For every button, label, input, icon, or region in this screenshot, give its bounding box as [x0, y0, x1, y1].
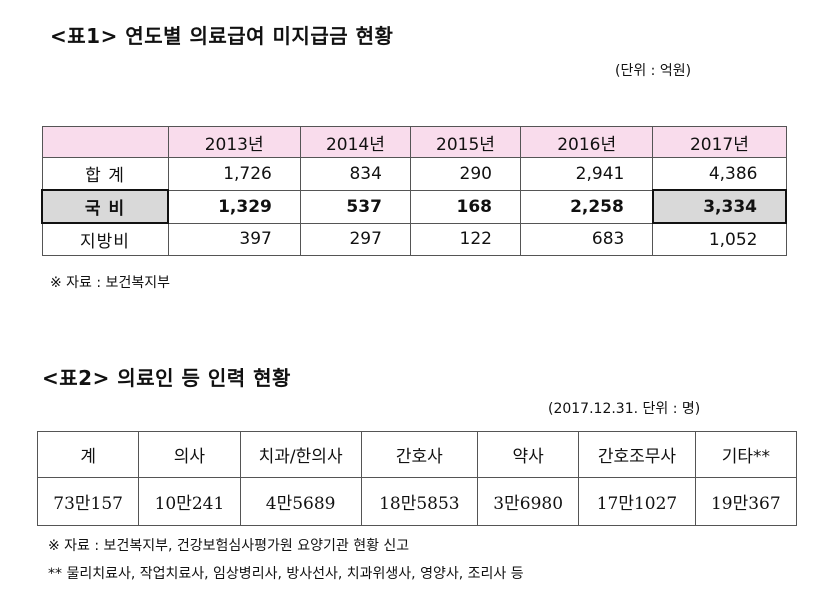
table2-value-cell: 10만241 — [138, 477, 241, 526]
table2-value-cell: 18만5853 — [360, 477, 479, 526]
table2-source-note: ※ 자료 : 보건복지부, 건강보험심사평가원 요양기관 현황 신고 — [48, 538, 410, 554]
table1-header-2013: 2013년 — [167, 126, 301, 158]
table2-header-cell: 의사 — [138, 431, 241, 478]
table2-value-cell: 3만6980 — [477, 477, 580, 526]
table1-corner-cell — [41, 126, 169, 158]
table1-unit: (단위 : 억원) — [615, 63, 692, 79]
table1-header-2016: 2016년 — [519, 126, 654, 158]
table1-header-2017: 2017년 — [652, 126, 787, 158]
highlighted-cell: 3,334 — [651, 189, 788, 224]
table-cell: 1,329 — [167, 189, 301, 224]
row-label: 국 비 — [41, 189, 169, 224]
table2-header-cell: 기타** — [694, 431, 798, 478]
table2-header-cell: 치과/한의사 — [239, 431, 362, 478]
table2-value-cell: 4만5689 — [239, 477, 362, 526]
table-cell: 122 — [409, 222, 521, 256]
table-cell: 683 — [519, 222, 654, 256]
table1-row-local: 지방비 397 297 122 683 1,052 — [41, 222, 787, 256]
table-cell: 297 — [299, 222, 411, 256]
table2-value-cell: 73만157 — [36, 477, 140, 526]
row-label: 지방비 — [41, 222, 169, 256]
table-cell: 834 — [299, 157, 411, 191]
table1-unpaid-medical-aid: 2013년 2014년 2015년 2016년 2017년 합 계 1,726 … — [41, 126, 788, 256]
table1-header-2015: 2015년 — [409, 126, 521, 158]
table2-footnote: ** 물리치료사, 작업치료사, 임상병리사, 방사선사, 치과위생사, 영양사… — [48, 566, 524, 582]
table1-row-total: 합 계 1,726 834 290 2,941 4,386 — [41, 157, 787, 191]
table1-source-note: ※ 자료 : 보건복지부 — [50, 275, 170, 291]
table2-value-cell: 19만367 — [694, 477, 798, 526]
table2-title: <표2> 의료인 등 인력 현황 — [42, 366, 291, 390]
table2-value-row: 73만157 10만241 4만5689 18만5853 3만6980 17만1… — [36, 477, 798, 526]
table-cell: 168 — [409, 189, 521, 224]
table2-unit: (2017.12.31. 단위 : 명) — [548, 401, 701, 417]
table-cell: 290 — [409, 157, 521, 191]
table2-header-cell: 간호사 — [360, 431, 479, 478]
table2-header-cell: 간호조무사 — [578, 431, 696, 478]
table1-row-national: 국 비 1,329 537 168 2,258 3,334 — [41, 189, 788, 224]
table1-header-row: 2013년 2014년 2015년 2016년 2017년 — [41, 126, 787, 158]
table-cell: 2,941 — [519, 157, 654, 191]
table2-medical-personnel: 계 의사 치과/한의사 간호사 약사 간호조무사 기타** 73만157 10만… — [36, 431, 798, 526]
table-cell: 1,052 — [652, 222, 787, 256]
table-cell: 397 — [167, 222, 301, 256]
table-cell: 537 — [299, 189, 411, 224]
table2-header-cell: 계 — [36, 431, 140, 478]
table2-header-cell: 약사 — [477, 431, 580, 478]
table1-header-2014: 2014년 — [299, 126, 411, 158]
table2-header-row: 계 의사 치과/한의사 간호사 약사 간호조무사 기타** — [36, 431, 798, 478]
row-label: 합 계 — [41, 157, 169, 191]
table-cell: 4,386 — [652, 157, 787, 191]
table2-value-cell: 17만1027 — [578, 477, 696, 526]
table-cell: 2,258 — [519, 189, 654, 224]
table1-title: <표1> 연도별 의료급여 미지급금 현황 — [50, 24, 394, 48]
table-cell: 1,726 — [167, 157, 301, 191]
